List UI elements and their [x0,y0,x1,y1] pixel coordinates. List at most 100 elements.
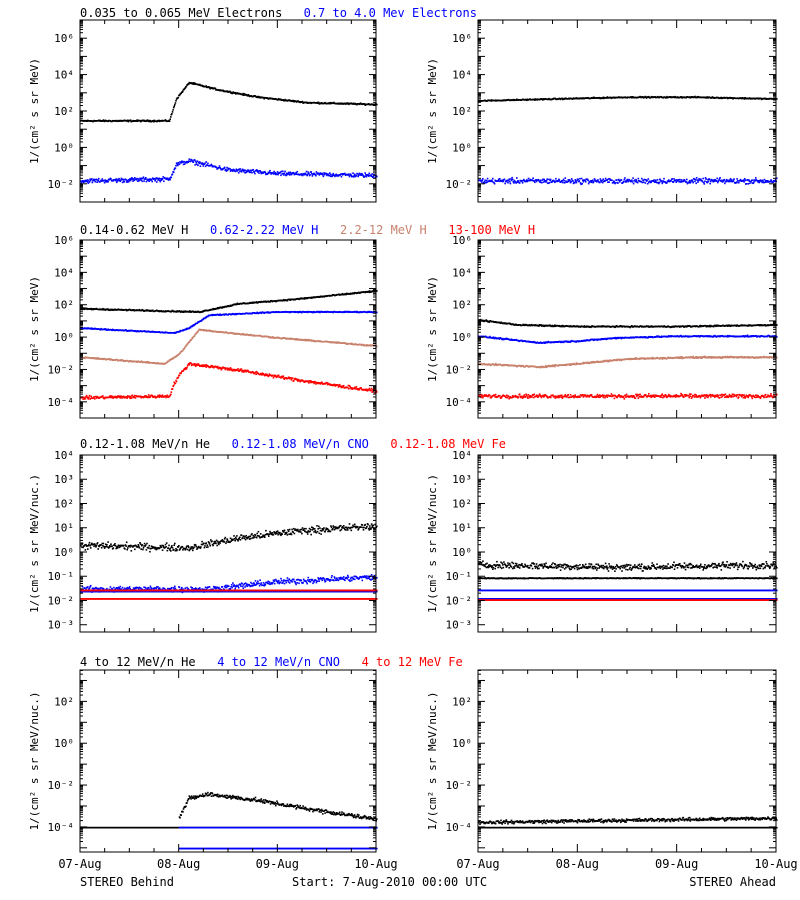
data-point [620,179,623,181]
data-point [275,173,278,176]
data-point [348,173,350,175]
data-point [490,179,493,182]
data-point [593,180,595,183]
data-point [599,181,601,184]
data-point [607,178,610,180]
data-point [660,180,663,182]
data-point [120,177,123,180]
data-point [292,99,294,102]
data-point [490,180,492,182]
data-point [706,96,709,98]
data-point [635,180,638,182]
data-point [288,173,290,175]
data-point [480,181,483,183]
data-point [182,90,184,92]
data-point [122,178,124,181]
data-point [218,166,220,169]
data-point [374,176,376,179]
data-point [158,177,160,180]
data-point [99,119,101,122]
data-point [579,182,582,184]
data-point [315,171,318,173]
data-point [527,177,530,180]
y-tick-label: 10⁰ [54,141,74,154]
data-point [168,360,170,363]
data-point [599,178,602,180]
data-point [176,164,179,167]
data-point [569,179,571,182]
data-point [760,97,762,100]
data-point [277,173,279,176]
data-point [263,97,265,100]
data-point [155,177,158,179]
data-point [293,172,295,174]
data-point [276,172,278,175]
data-point [235,170,237,173]
data-point [670,180,672,182]
data-point [685,181,687,183]
data-point [582,181,585,183]
data-point [507,179,510,182]
data-point [305,173,307,176]
data-point [484,179,486,182]
data-point [223,166,226,169]
data-point [158,179,161,182]
data-point [744,179,746,182]
data-point [592,97,595,99]
data-point [244,172,246,174]
data-point [591,179,594,182]
data-point [209,87,211,90]
data-point [637,177,640,180]
data-point [277,374,280,377]
data-point [283,100,286,102]
series-red [80,362,378,400]
data-point [135,178,138,181]
data-point [125,179,127,181]
data-point [654,180,657,183]
data-point [645,179,647,181]
data-point [248,171,251,174]
data-point [121,178,123,181]
data-point [743,98,746,100]
data-point [623,178,626,181]
y-tick-label: 10⁰ [54,331,74,344]
data-point [243,170,245,173]
data-point [630,96,633,98]
data-point [164,119,167,121]
data-point [92,178,95,181]
data-point [211,164,213,167]
data-point [311,173,313,175]
data-point [356,173,359,175]
data-point [743,97,745,99]
data-point [646,179,648,182]
data-point [284,98,286,101]
data-point [563,182,566,184]
data-point [104,179,106,181]
panel-ahead-row1 [477,19,778,203]
data-point [153,119,156,122]
data-point [120,179,122,181]
data-point [523,178,525,181]
data-point [226,166,228,169]
data-point [173,168,175,171]
data-point [707,180,710,183]
data-point [749,182,751,185]
data-point [531,179,534,182]
data-point [218,165,221,167]
data-point [254,172,256,175]
data-point [485,182,487,184]
data-point [147,178,150,181]
data-point [562,178,565,181]
data-point [193,335,196,337]
data-point [161,178,164,180]
data-point [140,177,143,180]
data-point [618,179,620,181]
data-point [233,169,235,171]
data-point [590,181,593,184]
data-point [492,177,494,180]
data-point [643,178,646,181]
data-point [533,98,536,101]
data-point [500,180,503,182]
data-point [201,163,203,165]
data-point [262,172,264,174]
